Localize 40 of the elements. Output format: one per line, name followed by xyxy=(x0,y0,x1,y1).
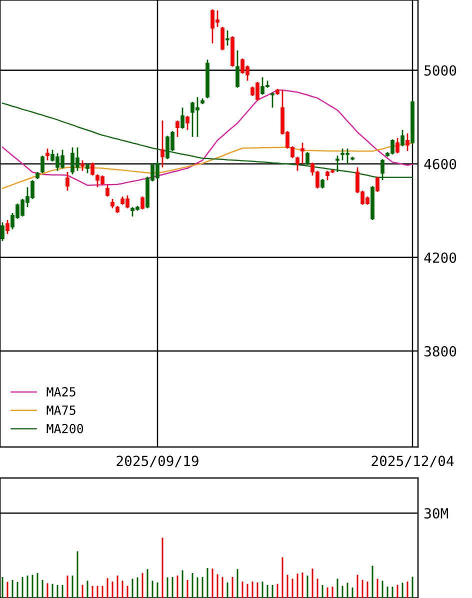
y-tick-label: 4600 xyxy=(424,158,456,170)
candlestick xyxy=(376,176,380,193)
candlestick xyxy=(86,163,90,174)
candlestick xyxy=(320,178,324,190)
y-tick-label: 30M xyxy=(424,508,448,519)
candlestick xyxy=(66,171,70,192)
candlestick xyxy=(406,132,410,152)
candlestick xyxy=(176,120,180,138)
candlestick xyxy=(236,50,240,88)
candlestick xyxy=(180,106,184,130)
candlestick xyxy=(40,154,44,174)
legend-label: MA25 xyxy=(46,387,76,397)
candlestick xyxy=(226,30,230,46)
line-series xyxy=(2,89,414,186)
candlestick xyxy=(300,142,304,165)
candlestick xyxy=(396,137,400,154)
candlestick xyxy=(380,158,384,181)
candlestick xyxy=(106,184,110,198)
candlestick xyxy=(336,154,340,173)
candlestick xyxy=(46,148,50,162)
candlestick xyxy=(6,219,10,235)
candlestick xyxy=(296,156,300,172)
candlestick xyxy=(90,162,94,176)
x-tick-label: 2025/09/19 xyxy=(116,456,198,468)
candlestick xyxy=(140,196,144,210)
candlestick xyxy=(400,129,404,147)
y-tick-label: 3800 xyxy=(424,346,456,357)
candlestick xyxy=(270,92,274,108)
candlestick xyxy=(80,160,84,172)
candlestick xyxy=(110,198,114,209)
candlestick xyxy=(186,115,190,131)
legend-label: MA75 xyxy=(46,406,76,415)
y-tick-label: 4200 xyxy=(424,252,456,263)
candlestick xyxy=(220,26,224,52)
candlestick xyxy=(0,222,4,242)
legend-label: MA200 xyxy=(46,424,84,434)
candlestick xyxy=(306,151,310,166)
y-tick-label: 5000 xyxy=(424,65,456,76)
x-tick-label: 2025/12/04 xyxy=(372,456,454,468)
candlestick xyxy=(160,120,164,168)
